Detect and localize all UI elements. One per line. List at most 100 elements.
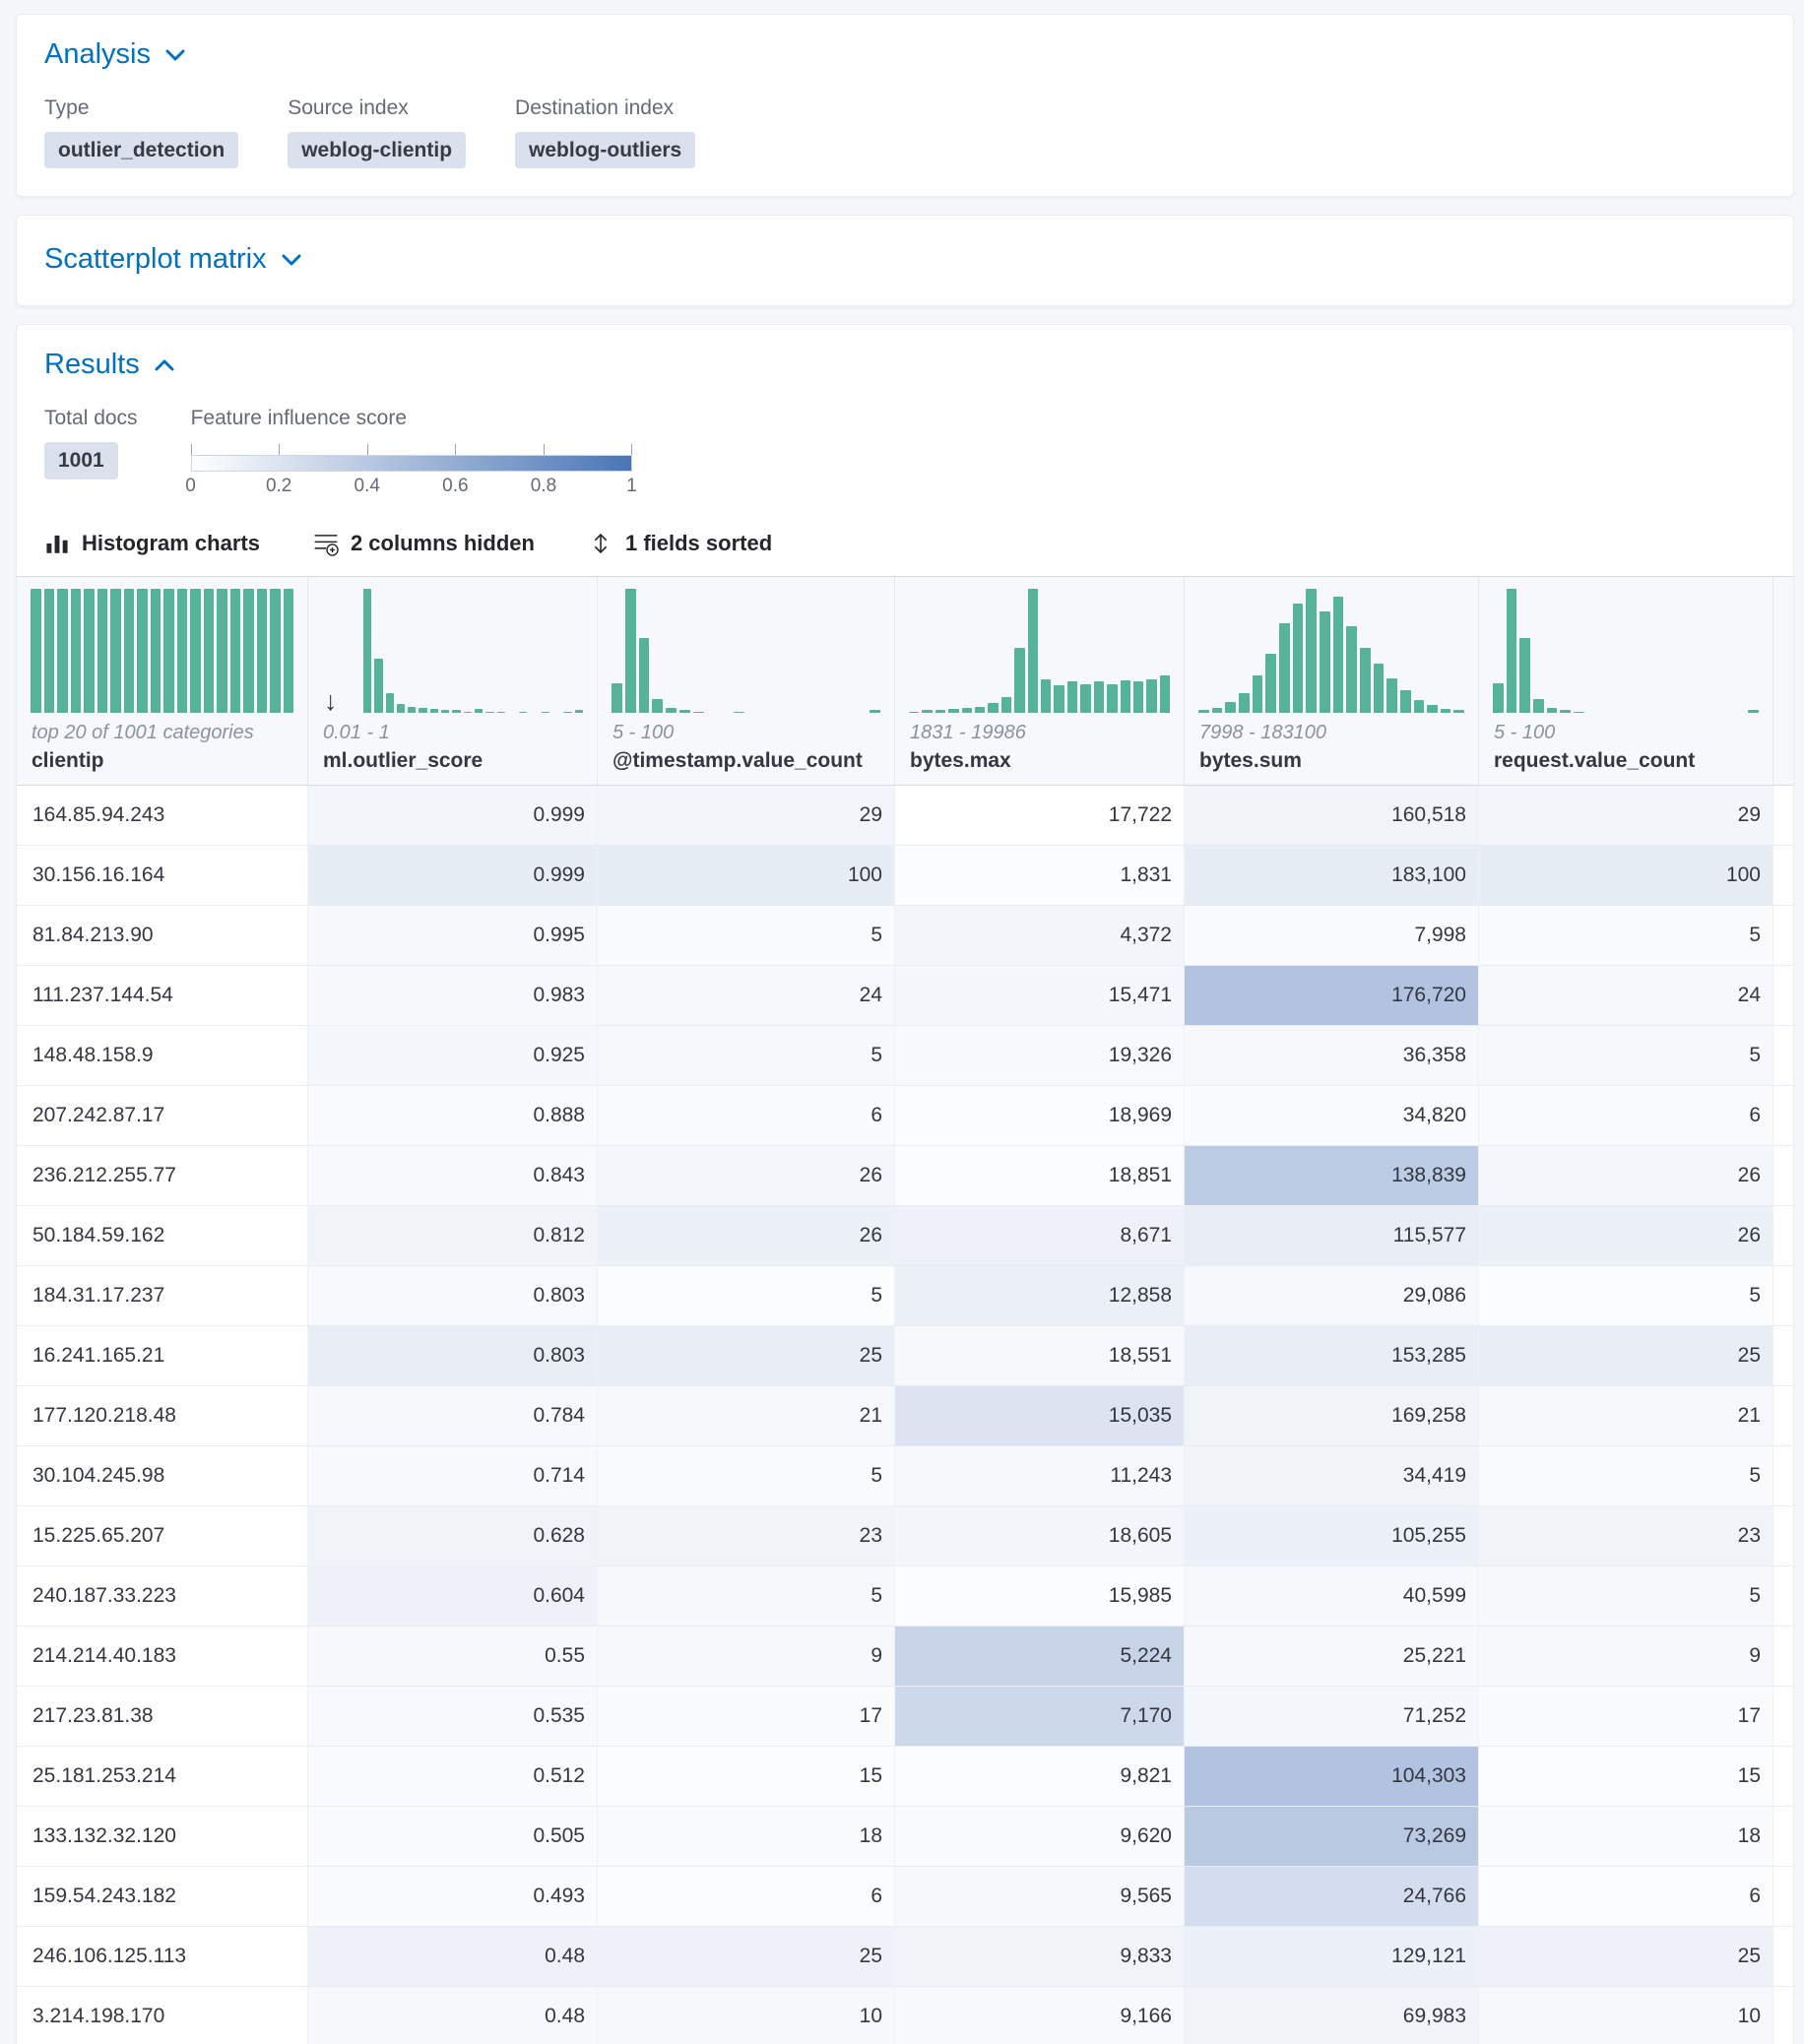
cell-timestamp-value-count[interactable]: 5 <box>598 906 895 966</box>
column-header-bytes-max[interactable]: 1831 - 19986 bytes.max <box>895 577 1185 786</box>
cell-timestamp-value-count[interactable]: 26 <box>598 1146 895 1206</box>
cell-request-value-count[interactable]: 5 <box>1479 1566 1773 1627</box>
analysis-panel-toggle[interactable]: Analysis <box>44 38 186 71</box>
cell-request-value-count[interactable]: 17 <box>1479 1687 1773 1747</box>
cell-bytes-sum[interactable]: 153,285 <box>1185 1326 1479 1386</box>
cell-bytes-max[interactable]: 18,605 <box>895 1506 1185 1566</box>
cell-timestamp-value-count[interactable]: 5 <box>598 1026 895 1086</box>
cell-ml-outlier-score[interactable]: 0.803 <box>308 1266 598 1326</box>
cell-clientip[interactable]: 50.184.59.162 <box>17 1206 308 1266</box>
cell-timestamp-value-count[interactable]: 29 <box>598 786 895 846</box>
cell-clientip[interactable]: 30.156.16.164 <box>17 846 308 906</box>
cell-request-value-count[interactable]: 5 <box>1479 1266 1773 1326</box>
scatterplot-panel-toggle[interactable]: Scatterplot matrix <box>44 243 302 276</box>
cell-clientip[interactable]: 164.85.94.243 <box>17 786 308 846</box>
cell-ml-outlier-score[interactable]: 0.493 <box>308 1867 598 1927</box>
cell-bytes-max[interactable]: 12,858 <box>895 1266 1185 1326</box>
cell-request-value-count[interactable]: 24 <box>1479 966 1773 1026</box>
cell-request-value-count[interactable]: 26 <box>1479 1206 1773 1266</box>
cell-bytes-max[interactable]: 1,831 <box>895 846 1185 906</box>
cell-bytes-sum[interactable]: 36,358 <box>1185 1026 1479 1086</box>
cell-bytes-max[interactable]: 9,166 <box>895 1987 1185 2044</box>
cell-clientip[interactable]: 16.241.165.21 <box>17 1326 308 1386</box>
cell-clientip[interactable]: 159.54.243.182 <box>17 1867 308 1927</box>
cell-ml-outlier-score[interactable]: 0.925 <box>308 1026 598 1086</box>
cell-timestamp-value-count[interactable]: 23 <box>598 1506 895 1566</box>
cell-bytes-max[interactable]: 19,326 <box>895 1026 1185 1086</box>
cell-bytes-max[interactable]: 9,620 <box>895 1807 1185 1867</box>
cell-timestamp-value-count[interactable]: 24 <box>598 966 895 1026</box>
cell-ml-outlier-score[interactable]: 0.714 <box>308 1446 598 1506</box>
cell-bytes-sum[interactable]: 71,252 <box>1185 1687 1479 1747</box>
cell-bytes-sum[interactable]: 34,419 <box>1185 1446 1479 1506</box>
cell-bytes-sum[interactable]: 115,577 <box>1185 1206 1479 1266</box>
cell-bytes-sum[interactable]: 34,820 <box>1185 1086 1479 1146</box>
cell-request-value-count[interactable]: 25 <box>1479 1927 1773 1987</box>
cell-clientip[interactable]: 15.225.65.207 <box>17 1506 308 1566</box>
cell-ml-outlier-score[interactable]: 0.995 <box>308 906 598 966</box>
cell-ml-outlier-score[interactable]: 0.535 <box>308 1687 598 1747</box>
cell-clientip[interactable]: 111.237.144.54 <box>17 966 308 1026</box>
cell-ml-outlier-score[interactable]: 0.999 <box>308 786 598 846</box>
cell-ml-outlier-score[interactable]: 0.48 <box>308 1987 598 2044</box>
cell-bytes-sum[interactable]: 176,720 <box>1185 966 1479 1026</box>
cell-bytes-sum[interactable]: 24,766 <box>1185 1867 1479 1927</box>
cell-bytes-sum[interactable]: 7,998 <box>1185 906 1479 966</box>
cell-ml-outlier-score[interactable]: 0.983 <box>308 966 598 1026</box>
cell-clientip[interactable]: 214.214.40.183 <box>17 1627 308 1687</box>
column-header-bytes-sum[interactable]: 7998 - 183100 bytes.sum <box>1185 577 1479 786</box>
cell-clientip[interactable]: 236.212.255.77 <box>17 1146 308 1206</box>
cell-bytes-max[interactable]: 17,722 <box>895 786 1185 846</box>
cell-bytes-max[interactable]: 15,471 <box>895 966 1185 1026</box>
cell-bytes-sum[interactable]: 25,221 <box>1185 1627 1479 1687</box>
cell-timestamp-value-count[interactable]: 25 <box>598 1326 895 1386</box>
cell-bytes-sum[interactable]: 183,100 <box>1185 846 1479 906</box>
cell-timestamp-value-count[interactable]: 6 <box>598 1086 895 1146</box>
cell-clientip[interactable]: 25.181.253.214 <box>17 1747 308 1807</box>
cell-timestamp-value-count[interactable]: 18 <box>598 1807 895 1867</box>
cell-timestamp-value-count[interactable]: 5 <box>598 1446 895 1506</box>
cell-bytes-max[interactable]: 18,851 <box>895 1146 1185 1206</box>
cell-timestamp-value-count[interactable]: 5 <box>598 1566 895 1627</box>
cell-request-value-count[interactable]: 26 <box>1479 1146 1773 1206</box>
cell-bytes-max[interactable]: 15,985 <box>895 1566 1185 1627</box>
fields-sorted-button[interactable]: 1 fields sorted <box>588 531 772 556</box>
cell-bytes-max[interactable]: 8,671 <box>895 1206 1185 1266</box>
cell-bytes-sum[interactable]: 160,518 <box>1185 786 1479 846</box>
cell-timestamp-value-count[interactable]: 5 <box>598 1266 895 1326</box>
cell-ml-outlier-score[interactable]: 0.512 <box>308 1747 598 1807</box>
cell-clientip[interactable]: 133.132.32.120 <box>17 1807 308 1867</box>
cell-bytes-max[interactable]: 7,170 <box>895 1687 1185 1747</box>
column-header-timestamp-value-count[interactable]: 5 - 100 @timestamp.value_count <box>598 577 895 786</box>
cell-clientip[interactable]: 30.104.245.98 <box>17 1446 308 1506</box>
cell-bytes-sum[interactable]: 138,839 <box>1185 1146 1479 1206</box>
cell-request-value-count[interactable]: 9 <box>1479 1627 1773 1687</box>
cell-bytes-max[interactable]: 4,372 <box>895 906 1185 966</box>
cell-timestamp-value-count[interactable]: 9 <box>598 1627 895 1687</box>
cell-clientip[interactable]: 240.187.33.223 <box>17 1566 308 1627</box>
cell-clientip[interactable]: 177.120.218.48 <box>17 1386 308 1446</box>
cell-request-value-count[interactable]: 15 <box>1479 1747 1773 1807</box>
cell-bytes-sum[interactable]: 169,258 <box>1185 1386 1479 1446</box>
cell-ml-outlier-score[interactable]: 0.812 <box>308 1206 598 1266</box>
cell-request-value-count[interactable]: 18 <box>1479 1807 1773 1867</box>
cell-request-value-count[interactable]: 5 <box>1479 1446 1773 1506</box>
cell-request-value-count[interactable]: 100 <box>1479 846 1773 906</box>
cell-ml-outlier-score[interactable]: 0.803 <box>308 1326 598 1386</box>
cell-ml-outlier-score[interactable]: 0.843 <box>308 1146 598 1206</box>
columns-hidden-button[interactable]: 2 columns hidden <box>313 531 535 556</box>
cell-bytes-sum[interactable]: 105,255 <box>1185 1506 1479 1566</box>
cell-bytes-sum[interactable]: 73,269 <box>1185 1807 1479 1867</box>
column-header-ml-outlier-score[interactable]: ↓ 0.01 - 1 ml.outlier_score <box>308 577 598 786</box>
cell-bytes-sum[interactable]: 40,599 <box>1185 1566 1479 1627</box>
cell-timestamp-value-count[interactable]: 26 <box>598 1206 895 1266</box>
cell-clientip[interactable]: 3.214.198.170 <box>17 1987 308 2044</box>
cell-bytes-max[interactable]: 9,833 <box>895 1927 1185 1987</box>
cell-bytes-sum[interactable]: 129,121 <box>1185 1927 1479 1987</box>
column-header-clientip[interactable]: top 20 of 1001 categories clientip <box>17 577 308 786</box>
cell-clientip[interactable]: 217.23.81.38 <box>17 1687 308 1747</box>
cell-bytes-max[interactable]: 9,565 <box>895 1867 1185 1927</box>
cell-bytes-max[interactable]: 5,224 <box>895 1627 1185 1687</box>
column-header-request-value-count[interactable]: 5 - 100 request.value_count <box>1479 577 1773 786</box>
cell-clientip[interactable]: 207.242.87.17 <box>17 1086 308 1146</box>
